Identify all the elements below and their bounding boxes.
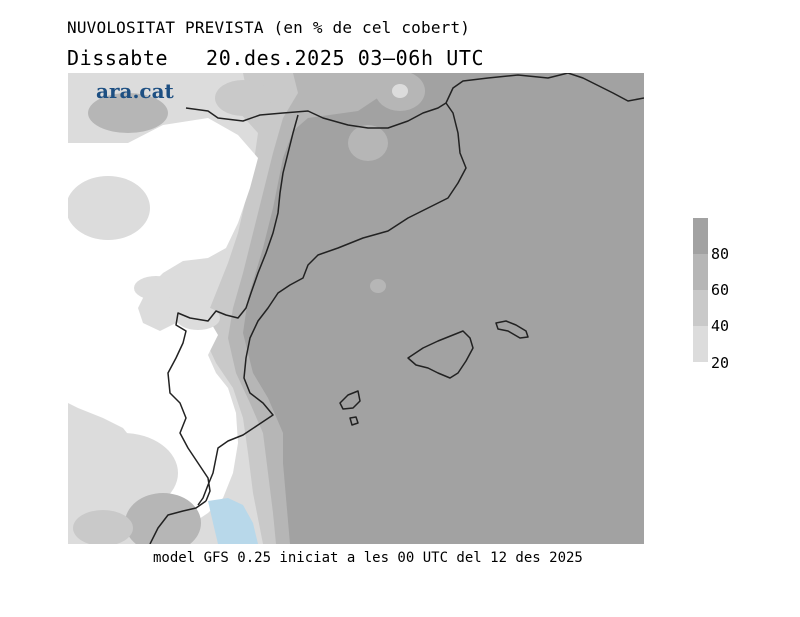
french-coast <box>445 73 644 104</box>
model-footer: model GFS 0.25 iniciat a les 00 UTC del … <box>153 550 583 566</box>
water-area <box>208 498 258 544</box>
legend-swatch-20-40 <box>693 326 708 362</box>
map-canvas <box>68 73 644 544</box>
pyrenees-border <box>185 102 447 129</box>
menorca-island <box>495 320 529 339</box>
legend-label-20: 20 <box>711 354 730 372</box>
legend-label-60: 60 <box>711 281 730 299</box>
cloud-patch <box>73 510 133 544</box>
cloud-patch <box>134 276 178 300</box>
formentera-island <box>349 416 359 426</box>
cloud-patch <box>125 493 201 544</box>
cloud-cover-legend <box>693 218 708 362</box>
cloud-cover-map: ara.cat <box>68 73 644 544</box>
legend-label-40: 40 <box>711 317 730 335</box>
legend-swatch-60-80 <box>693 254 708 290</box>
cloud-patch <box>392 84 408 98</box>
cloud-patch <box>176 306 220 330</box>
mallorca-island <box>407 330 474 379</box>
cloud-patch <box>68 433 178 513</box>
ara-cat-logo: ara.cat <box>96 79 174 103</box>
regional-border <box>167 114 299 502</box>
cloud-patch <box>68 176 150 240</box>
forecast-date: Dissabte 20.des.2025 03–06h UTC <box>67 46 485 70</box>
cloud-patch <box>348 125 388 161</box>
cloud-patch <box>88 93 168 133</box>
legend-label-80: 80 <box>711 245 730 263</box>
eivissa-island <box>339 390 361 410</box>
catalan-coast <box>197 102 467 506</box>
legend-swatch-40-60 <box>693 290 708 326</box>
delta-shore <box>149 500 207 544</box>
map-title: NUVOLOSITAT PREVISTA (en % de cel cobert… <box>67 18 471 37</box>
cloud-patch <box>215 80 271 116</box>
legend-swatch-80-100 <box>693 218 708 254</box>
cloud-patch <box>370 279 386 293</box>
coastline <box>149 73 644 544</box>
